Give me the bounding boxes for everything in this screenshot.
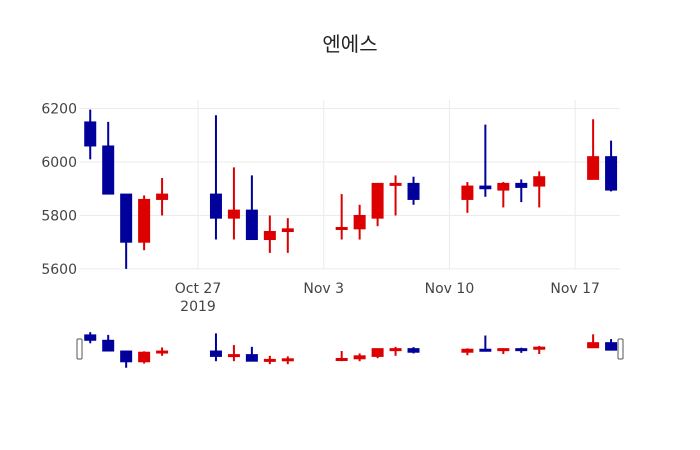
- y-tick-label: 5600: [41, 262, 77, 278]
- candle[interactable]: [84, 109, 97, 160]
- candle[interactable]: [209, 115, 222, 240]
- mini-candle: [587, 334, 600, 349]
- mini-candle: [515, 347, 528, 353]
- candle[interactable]: [587, 119, 600, 180]
- candle[interactable]: [479, 124, 492, 197]
- candle[interactable]: [605, 140, 618, 192]
- mini-candle: [84, 332, 97, 344]
- y-tick-label: 5800: [41, 208, 77, 224]
- mini-candle: [371, 348, 384, 359]
- mini-candle: [461, 348, 474, 356]
- y-tick-label: 6000: [41, 155, 77, 171]
- range-slider-right-handle[interactable]: [617, 338, 624, 360]
- range-slider-candles: [84, 332, 618, 368]
- x-tick-label: Nov 17: [550, 281, 600, 297]
- mini-candle: [605, 339, 618, 351]
- candle[interactable]: [102, 121, 115, 195]
- x-tick-label: Oct 27: [175, 281, 221, 297]
- range-slider[interactable]: [76, 332, 624, 368]
- mini-candle: [353, 353, 366, 362]
- y-tick-label: 6200: [41, 102, 77, 118]
- candle[interactable]: [353, 204, 366, 240]
- candle[interactable]: [245, 175, 258, 241]
- mini-candle: [102, 334, 115, 352]
- gridlines: [80, 100, 620, 270]
- mini-candle: [389, 346, 402, 356]
- mini-candle: [407, 347, 420, 354]
- candle[interactable]: [389, 175, 402, 216]
- mini-candle: [263, 355, 276, 365]
- candle[interactable]: [515, 179, 528, 203]
- mini-candle: [156, 347, 169, 356]
- mini-candle: [497, 348, 510, 355]
- range-slider-left-handle[interactable]: [76, 338, 83, 360]
- candle[interactable]: [407, 176, 420, 205]
- candles: [84, 109, 618, 269]
- mini-candle: [120, 350, 133, 368]
- chart-title: 엔에스: [322, 32, 378, 56]
- mini-candle: [227, 345, 240, 362]
- y-axis: 5600 5800 6000 6200: [41, 102, 77, 278]
- candle[interactable]: [227, 167, 240, 240]
- x-tick-year-label: 2019: [180, 299, 216, 315]
- mini-candle: [335, 351, 348, 362]
- mini-candle: [479, 335, 492, 352]
- candle[interactable]: [156, 178, 169, 216]
- candle[interactable]: [138, 195, 151, 251]
- mini-candle: [281, 356, 294, 365]
- mini-candle: [138, 351, 151, 364]
- candle[interactable]: [120, 193, 133, 269]
- candle[interactable]: [533, 171, 546, 208]
- candle[interactable]: [497, 182, 510, 208]
- mini-candle: [533, 345, 546, 355]
- mini-candle: [209, 333, 222, 362]
- mini-candle: [245, 346, 258, 362]
- candle[interactable]: [281, 218, 294, 253]
- x-tick-label: Nov 10: [425, 281, 475, 297]
- candle[interactable]: [461, 182, 474, 213]
- x-tick-label: Nov 3: [303, 281, 344, 297]
- candle[interactable]: [263, 215, 276, 253]
- candle[interactable]: [371, 182, 384, 227]
- candle[interactable]: [335, 194, 348, 240]
- x-axis: Oct 27 2019 Nov 3 Nov 10 Nov 17: [175, 281, 600, 315]
